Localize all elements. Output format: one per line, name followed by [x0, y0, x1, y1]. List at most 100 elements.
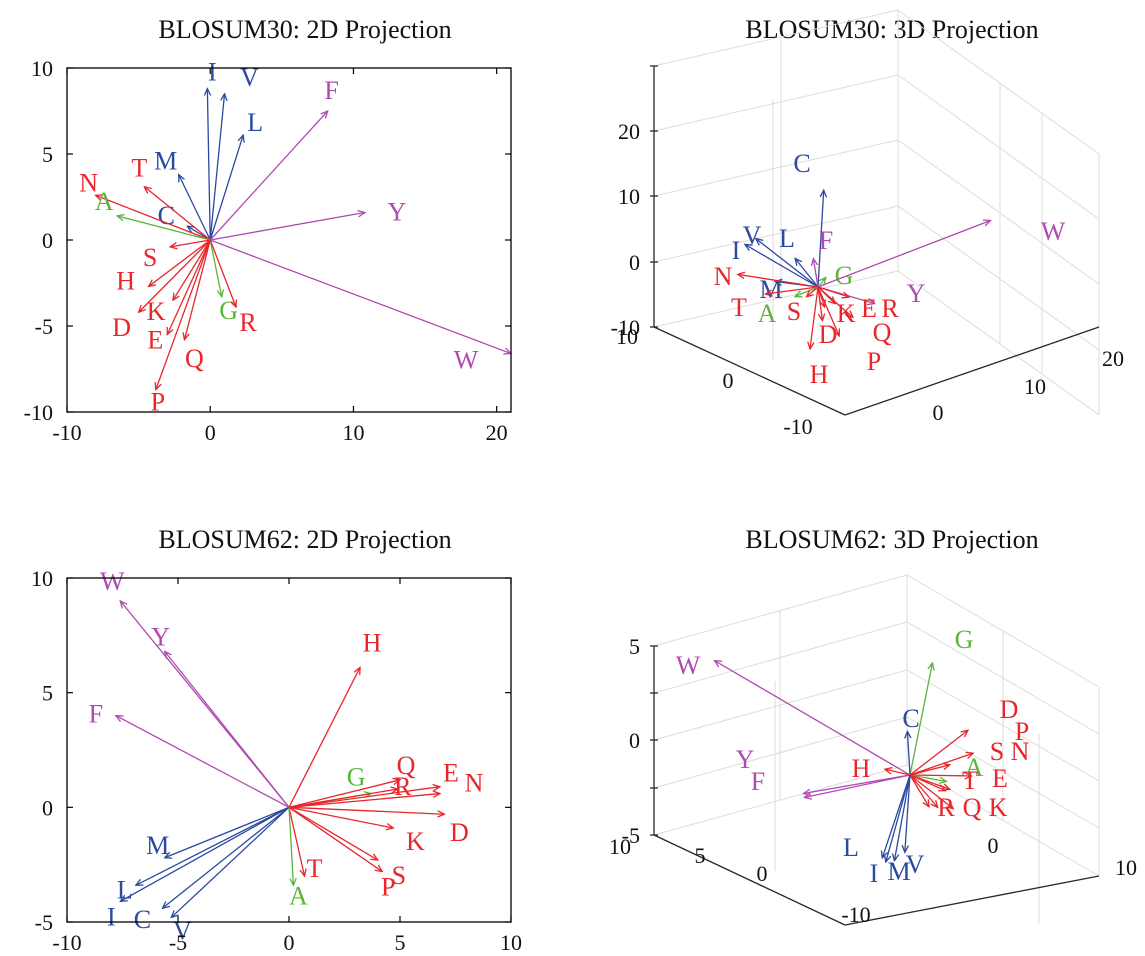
- blosum62-2d-ytick-label: -5: [35, 910, 53, 935]
- blosum30-2d-label-t: T: [131, 154, 147, 183]
- blosum30-3d-vector-d: [817, 286, 822, 321]
- blosum62-3d-yticks-label: 0: [757, 861, 768, 886]
- blosum30-2d-label-y: Y: [388, 197, 407, 226]
- blosum30-3d-label-c: C: [793, 149, 810, 178]
- blosum30-3d-vector-r: [817, 286, 849, 297]
- blosum62-2d-xtick-label: 0: [284, 930, 295, 955]
- blosum30-2d-vector-i: [207, 89, 210, 241]
- blosum62-3d-label-f: F: [751, 767, 765, 796]
- blosum30-2d-label-s: S: [143, 243, 157, 272]
- blosum62-3d-label-k: K: [989, 793, 1008, 822]
- blosum62-2d-vector-f: [116, 716, 290, 808]
- blosum62-3d-label-n: N: [1011, 737, 1030, 766]
- blosum62-2d-ytick-label: 0: [42, 795, 53, 820]
- blosum62-2d-label-h: H: [363, 628, 382, 657]
- blosum62-2d-xtick-label: 5: [395, 930, 406, 955]
- blosum62-3d-vector-w: [714, 661, 911, 776]
- blosum30-2d-label-v: V: [240, 63, 259, 92]
- blosum30-2d-vector-q: [184, 239, 211, 340]
- blosum62-2d-axes-box: [66, 577, 512, 923]
- blosum30-2d-vector-y: [210, 212, 365, 241]
- blosum62-3d-label-s: S: [990, 737, 1004, 766]
- blosum62-3d-label-l: L: [843, 833, 859, 862]
- blosum62-3d-vector-n: [909, 775, 972, 776]
- blosum30-3d-vector-f: [813, 259, 819, 288]
- blosum30-2d-vector-k: [173, 239, 211, 300]
- blosum30-2d-vector-r: [209, 239, 236, 307]
- blosum62-2d-label-v: V: [173, 916, 192, 945]
- blosum30-3d-label-h: H: [810, 360, 829, 389]
- blosum30-3d-vector-h: [810, 286, 819, 349]
- blosum62-2d-vector-a: [288, 807, 293, 885]
- blosum30-2d-ytick-label: 10: [31, 56, 53, 81]
- blosum62-2d-label-t: T: [307, 854, 323, 883]
- blosum62-3d-axes: [650, 645, 1100, 926]
- blosum62-2d-vector-s: [288, 806, 378, 860]
- blosum62-3d-label-a: A: [965, 753, 984, 782]
- blosum62-3d-vector-c: [907, 731, 910, 776]
- blosum30-3d-vector-g: [817, 277, 826, 288]
- blosum30-2d-label-l: L: [247, 108, 263, 137]
- blosum62-2d-label-l: L: [117, 875, 133, 904]
- blosum30-3d-label-d: D: [819, 320, 838, 349]
- blosum30-2d-ytick-label: 5: [42, 142, 53, 167]
- blosum62-2d-xtick-label: 10: [500, 930, 522, 955]
- blosum62-2d-label-q: Q: [397, 751, 416, 780]
- blosum30-2d-vector-a: [117, 216, 211, 241]
- blosum62-3d-label-w: W: [676, 651, 701, 680]
- blosum62-2d-label-y: Y: [151, 622, 170, 651]
- blosum30-2d-axes-box: [66, 67, 512, 413]
- blosum30-3d-xticks-label: 10: [1024, 374, 1046, 399]
- blosum62-2d-label-d: D: [450, 818, 469, 847]
- blosum30-3d-label-y: Y: [907, 279, 926, 308]
- blosum62-3d-label-c: C: [902, 704, 919, 733]
- blosum30-3d-xticks-label: 0: [933, 400, 944, 425]
- blosum62-3d-label-t: T: [962, 766, 978, 795]
- blosum30-3d-label-a: A: [758, 299, 777, 328]
- blosum30-2d-label-d: D: [112, 313, 131, 342]
- blosum30-3d-label-q: Q: [873, 318, 892, 347]
- blosum62-2d-vector-y: [165, 651, 290, 808]
- blosum62-3d-label-q: Q: [963, 793, 982, 822]
- blosum30-3d-zticks-label: 10: [618, 184, 640, 209]
- blosum62-3d-label-e: E: [992, 764, 1008, 793]
- blosum62-2d-vector-n: [288, 794, 440, 808]
- blosum30-2d-label-a: A: [95, 187, 114, 216]
- blosum30-3d-vector-q: [817, 286, 853, 317]
- blosum62-2d-label-a: A: [289, 881, 308, 910]
- blosum62-2d-vector-v: [171, 806, 290, 917]
- blosum62-3d-label-h: H: [852, 754, 871, 783]
- blosum30-3d-yticks-label: 0: [723, 368, 734, 393]
- blosum30-2d-vector-e: [167, 239, 211, 335]
- blosum30-2d-label-p: P: [151, 388, 165, 417]
- blosum30-2d-vector-g: [209, 239, 221, 297]
- blosum62-2d-label-m: M: [146, 831, 169, 860]
- blosum30-2d-label-e: E: [147, 326, 163, 355]
- blosum30-2d-xtick-label: 0: [205, 420, 216, 445]
- blosum62-2d-vector-k: [288, 806, 393, 828]
- blosum30-2d-label-n: N: [79, 168, 98, 197]
- blosum62-3d-vector-r: [909, 774, 929, 807]
- blosum62-3d-vector-h: [885, 769, 911, 776]
- blosum62-3d-label-y: Y: [736, 745, 755, 774]
- blosum30-3d-label-e: E: [861, 294, 877, 323]
- blosum30-2d-vector-f: [209, 111, 327, 241]
- blosum62-2d-label-i: I: [107, 902, 116, 931]
- blosum62-3d-label-v: V: [906, 850, 925, 879]
- blosum30-2d-title: BLOSUM30: 2D Projection: [158, 15, 451, 44]
- blosum30-2d-ticks: -10 0 10 20 -10 -5 0 5 10: [24, 56, 511, 445]
- blosum30-2d-vector-m: [179, 175, 211, 241]
- blosum62-3d-label-g: G: [955, 625, 974, 654]
- blosum62-2d-label-r: R: [394, 772, 412, 801]
- blosum30-3d-vector-s: [807, 286, 819, 297]
- blosum30-2d-label-g: G: [219, 296, 238, 325]
- blosum62-3d-zticks-label: -5: [622, 823, 640, 848]
- blosum62-2d-label-s: S: [392, 861, 406, 890]
- blosum30-2d-label-k: K: [147, 297, 166, 326]
- blosum30-3d-label-w: W: [1041, 217, 1066, 246]
